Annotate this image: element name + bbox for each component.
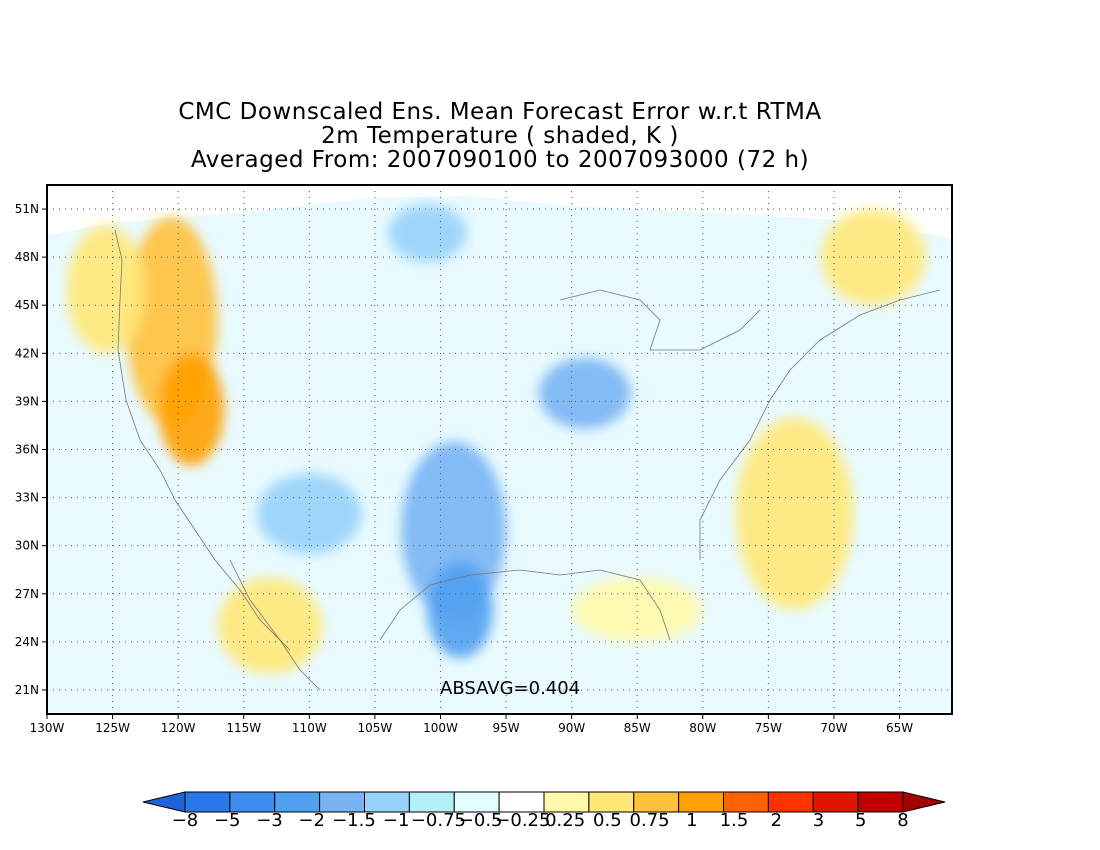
lon-label: 85W (624, 721, 651, 735)
colorbar-swatch (184, 791, 231, 813)
colorbar-swatch (274, 791, 321, 813)
colorbar-label: 0.5 (593, 810, 622, 831)
colorbar-label: 3 (813, 810, 824, 831)
colorbar-label: −0.75 (411, 810, 466, 831)
region-baja-warm (217, 577, 323, 674)
absavg-annotation: ABSAVG=0.404 (440, 678, 580, 699)
colorbar-label: −1.5 (332, 810, 376, 831)
colorbar-swatch (408, 791, 455, 813)
region-california-warm (158, 353, 225, 466)
lat-label: 42N (15, 346, 39, 360)
colorbar-swatch (767, 791, 814, 813)
colorbar-swatch (319, 791, 365, 813)
colorbar-swatch (229, 791, 276, 813)
colorbar-label: −8 (172, 810, 199, 831)
axis-labels: 130W 125W 120W 115W 110W 105W 100W 95W 90W 85W 80W… (15, 202, 913, 735)
region-nw-coast-mild (66, 225, 146, 354)
title-line-1: CMC Downscaled Ens. Mean Forecast Error … (178, 99, 822, 125)
colorbar-swatch (857, 791, 904, 813)
great-lakes-line (559, 289, 761, 351)
colorbar-label: 2 (771, 810, 782, 831)
east-coast-line (699, 289, 941, 560)
lon-label: 70W (820, 721, 847, 735)
lon-label: 80W (689, 721, 716, 735)
colorbar-label: 5 (855, 810, 866, 831)
colorbar-swatch (543, 791, 590, 813)
colorbar-label: −1 (383, 810, 410, 831)
lon-label: 110W (292, 721, 327, 735)
chart-title: CMC Downscaled Ens. Mean Forecast Error … (0, 100, 1000, 172)
lon-label: 120W (161, 721, 196, 735)
region-texas-cool (427, 561, 493, 658)
shaded-error-field (47, 196, 952, 712)
colorbar-label: 1 (686, 810, 697, 831)
lat-lon-grid (47, 185, 952, 714)
colorbar-label: 8 (897, 810, 908, 831)
west-coast-line (114, 229, 291, 651)
colorbar-label: 0.75 (630, 810, 670, 831)
baja-line (229, 559, 321, 691)
colorbar-label: −3 (256, 810, 283, 831)
colorbar-swatch (812, 791, 859, 813)
colorbar-label: −2 (298, 810, 325, 831)
region-north-plains-cool (388, 204, 467, 262)
colorbar-swatch (633, 791, 680, 813)
region-atlantic-warm (735, 417, 854, 610)
lon-label: 75W (755, 721, 782, 735)
region-northeast-warm (820, 209, 926, 306)
lon-label: 115W (226, 721, 261, 735)
lat-label: 48N (15, 250, 39, 264)
colorbar-min-arrow (142, 791, 186, 813)
lat-label: 36N (15, 443, 39, 457)
colorbar-swatch (588, 791, 635, 813)
colorbar-label: −0.5 (459, 810, 503, 831)
lat-label: 39N (15, 394, 39, 408)
lat-label: 51N (15, 202, 39, 216)
lat-label: 45N (15, 298, 39, 312)
title-line-3: Averaged From: 2007090100 to 2007093000 … (190, 147, 810, 173)
colorbar-label: 0.25 (545, 810, 585, 831)
colorbar-label: 1.5 (720, 810, 749, 831)
gulf-coast-line (379, 569, 671, 641)
region-gulf-mild (571, 577, 703, 642)
coastlines (114, 229, 941, 691)
colorbar-max-arrow (902, 791, 946, 813)
lon-label: 65W (886, 721, 913, 735)
lon-label: 125W (95, 721, 130, 735)
colorbar-label: −5 (214, 810, 241, 831)
colorbar: −8 −5 −3 −2 −1.5 −1 −0.75−0.5−0.250.25 0.5 0.75 1… (142, 791, 946, 831)
lon-label: 130W (30, 721, 65, 735)
colorbar-swatch (364, 791, 410, 813)
colorbar-swatch (498, 791, 545, 813)
lon-label: 100W (423, 721, 458, 735)
lon-label: 95W (492, 721, 519, 735)
lat-label: 30N (15, 539, 39, 553)
lon-label: 105W (358, 721, 393, 735)
lat-label: 33N (15, 491, 39, 505)
lon-label: 90W (558, 721, 585, 735)
lat-label: 24N (15, 635, 39, 649)
colorbar-swatch (678, 791, 724, 813)
lat-label: 27N (15, 587, 39, 601)
colorbar-label: −0.25 (495, 810, 550, 831)
region-midwest-cool (538, 358, 631, 429)
colorbar-swatch (453, 791, 500, 813)
colorbar-swatch (723, 791, 769, 813)
region-southwest-cool (256, 473, 362, 554)
title-line-2: 2m Temperature ( shaded, K ) (321, 123, 679, 149)
lat-label: 21N (15, 683, 39, 697)
